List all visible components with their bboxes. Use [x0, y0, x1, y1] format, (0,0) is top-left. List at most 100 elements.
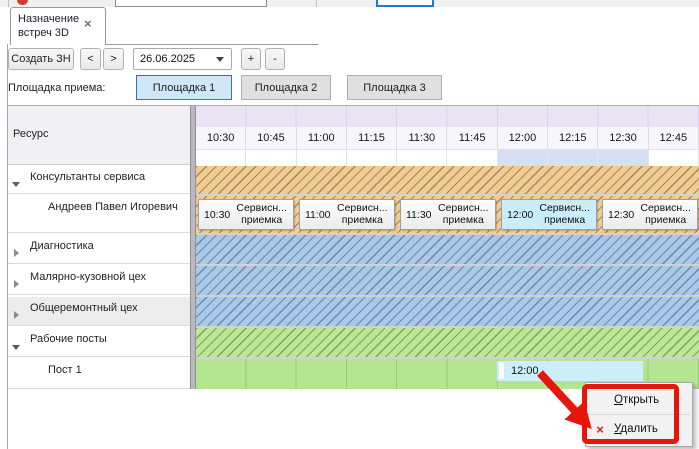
appointment-block[interactable]: 10:30 Сервисн... приемка	[198, 199, 294, 230]
header-subrow	[196, 150, 699, 166]
resource-label: Андреев Павел Игоревич	[48, 201, 178, 213]
subheader-cell	[447, 150, 498, 166]
appointment-block[interactable]: 12:30 Сервисн... приемка	[602, 199, 698, 230]
appointment-text: Сервисн... приемка	[533, 201, 596, 227]
site-button-2[interactable]: Площадка 2	[241, 75, 331, 100]
lane-obscheremontny[interactable]	[196, 297, 699, 326]
date-picker[interactable]: 26.06.2025	[133, 48, 232, 70]
lane-konsultanty[interactable]	[196, 166, 699, 194]
create-zn-button[interactable]: Создать ЗН	[8, 48, 74, 70]
context-menu: Открыть × Удалить	[585, 382, 693, 447]
divider	[316, 0, 317, 7]
appointment-text: Сервисн... приемка	[634, 201, 697, 227]
header-band	[196, 106, 699, 127]
appointment-block[interactable]: 11:30 Сервисн... приемка	[400, 199, 496, 230]
subheader-cell-highlighted	[598, 150, 649, 166]
prev-day-button[interactable]: <	[80, 48, 101, 70]
subheader-cell	[346, 150, 398, 166]
appointment-time: 10:30	[204, 208, 231, 221]
tab-appointments-3d[interactable]: Назначение встреч 3D ×	[10, 7, 106, 45]
site-button-1[interactable]: Площадка 1	[136, 75, 232, 100]
booking-left-marker	[499, 363, 504, 379]
time-slot-header: 11:45	[447, 127, 498, 149]
time-slot-header: 12:15	[548, 127, 599, 149]
next-day-button[interactable]: >	[103, 48, 124, 70]
resource-label: Общеремонтный цех	[30, 302, 138, 314]
appointment-subtitle: приемка	[341, 213, 383, 226]
time-slot-header: 11:15	[347, 127, 398, 149]
appointment-title: Сервисн...	[640, 201, 691, 214]
menu-item-open[interactable]: Открыть	[586, 386, 692, 414]
resource-label: Рабочие посты	[30, 333, 107, 345]
cropped-input-fragment	[115, 0, 267, 7]
lane-malyarno[interactable]	[196, 266, 699, 295]
tab-title: Назначение встреч 3D	[18, 13, 80, 40]
appointment-title: Сервисн...	[539, 201, 590, 214]
delete-x-icon: ×	[596, 421, 604, 437]
collapse-icon[interactable]	[12, 182, 20, 187]
menu-item-delete[interactable]: × Удалить	[586, 415, 692, 443]
chevron-down-icon[interactable]	[216, 56, 224, 62]
appointment-text: Сервисн... приемка	[432, 201, 496, 227]
cropped-toolbar-strip	[0, 0, 699, 7]
resource-row-malyarno[interactable]: Малярно-кузовной цех	[8, 266, 190, 295]
expand-icon[interactable]	[14, 280, 19, 288]
resource-row-rabochie-posty[interactable]: Рабочие посты	[8, 328, 190, 357]
collapse-icon[interactable]	[12, 345, 20, 350]
subheader-cell	[196, 150, 247, 166]
close-icon[interactable]: ×	[84, 16, 92, 31]
appointment-text: Сервисн... приемка	[331, 201, 395, 227]
appointment-subtitle: приемка	[442, 213, 484, 226]
zoom-out-button[interactable]: -	[265, 48, 285, 70]
appointment-time: 11:30	[406, 208, 432, 221]
date-value: 26.06.2025	[140, 53, 196, 65]
resource-row-konsultanty[interactable]: Консультанты сервиса	[8, 166, 190, 194]
time-slot-header: 10:45	[246, 127, 297, 149]
resource-row-post1[interactable]: Пост 1	[8, 359, 190, 389]
appointment-title: Сервисн...	[437, 201, 489, 214]
lane-rabochie-posty[interactable]	[196, 328, 699, 357]
resource-row-andreev[interactable]: Андреев Павел Игоревич	[8, 196, 190, 233]
expand-icon[interactable]	[14, 311, 19, 319]
menu-item-label: Открыть	[614, 394, 660, 406]
appointment-block[interactable]: 11:00 Сервисн... приемка	[299, 199, 395, 230]
lane-diagnostika[interactable]	[196, 235, 699, 264]
appointment-subtitle: приемка	[645, 213, 687, 226]
time-slot-header: 12:45	[649, 127, 699, 149]
divider	[8, 0, 9, 7]
time-slot-header: 11:00	[297, 127, 347, 149]
zoom-in-button[interactable]: +	[241, 48, 261, 70]
panel-splitter[interactable]	[190, 106, 196, 389]
site-button-3[interactable]: Площадка 3	[347, 75, 442, 100]
time-slot-header: 11:30	[397, 127, 448, 149]
subheader-cell	[246, 150, 297, 166]
resource-row-diagnostika[interactable]: Диагностика	[8, 235, 190, 264]
appointment-text: Сервисн... приемка	[230, 201, 293, 227]
appointment-title: Сервисн...	[336, 201, 388, 214]
lane-andreev[interactable]: 10:30 Сервисн... приемка 11:00 Сервисн..…	[196, 196, 699, 233]
resource-row-obscheremontny[interactable]: Общеремонтный цех	[8, 297, 190, 326]
appointment-time: 11:00	[305, 208, 331, 221]
resource-label: Малярно-кузовной цех	[30, 271, 147, 283]
panel-top-border	[106, 44, 318, 45]
appointment-time: 12:00	[507, 208, 534, 221]
schedule-grid: 10:30 10:45 11:00 11:15 11:30 11:45 12:0…	[196, 106, 699, 389]
appointment-subtitle: приемка	[241, 213, 283, 226]
subheader-cell-highlighted	[548, 150, 599, 166]
resource-label: Пост 1	[48, 364, 82, 376]
time-slot-header: 12:30	[598, 127, 649, 149]
menu-separator	[588, 414, 690, 415]
post1-booking-block[interactable]: 12:00	[497, 361, 643, 381]
appointment-title: Сервисн...	[236, 201, 287, 214]
expand-icon[interactable]	[14, 249, 19, 257]
time-header-row: 10:30 10:45 11:00 11:15 11:30 11:45 12:0…	[196, 127, 699, 150]
appointment-block-selected[interactable]: 12:00 Сервисн... приемка	[501, 199, 597, 230]
cropped-focused-button-fragment	[376, 0, 434, 7]
red-indicator-icon	[17, 0, 28, 5]
menu-item-label: Удалить	[614, 423, 658, 435]
subheader-cell	[648, 150, 699, 166]
form-left-border	[7, 44, 8, 449]
resource-label: Диагностика	[30, 240, 94, 252]
resource-column-header: Ресурс	[8, 106, 190, 165]
